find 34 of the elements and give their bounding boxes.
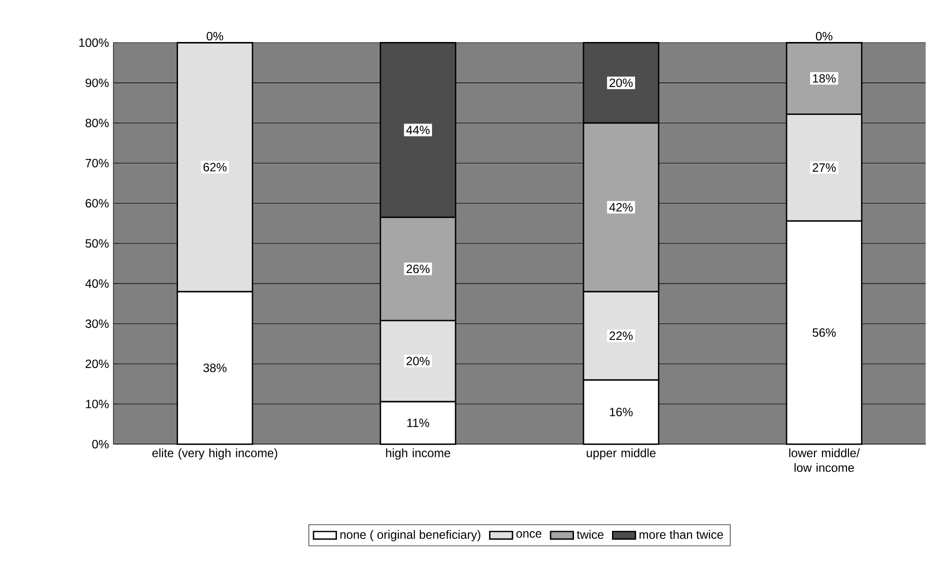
x-tick-label: lower middle/ low income bbox=[789, 448, 860, 472]
data-label: 38% bbox=[203, 364, 226, 372]
data-label: 11% bbox=[407, 418, 430, 428]
x-tick-label: upper middle bbox=[586, 448, 656, 460]
data-label: 27% bbox=[812, 164, 836, 172]
data-label: 26% bbox=[406, 264, 430, 274]
legend-label: more than twice bbox=[640, 530, 723, 540]
y-tick-label: 30% bbox=[86, 320, 109, 328]
y-tick-label: 40% bbox=[85, 280, 109, 288]
data-label: 16% bbox=[610, 408, 633, 417]
y-tick-label: 10% bbox=[86, 400, 109, 408]
x-tick-label: elite (very high income) bbox=[152, 448, 278, 460]
y-tick-label: 80% bbox=[86, 118, 109, 128]
y-tick-label: 50% bbox=[86, 239, 109, 248]
x-tick-label: high income bbox=[386, 448, 450, 460]
data-label: 62% bbox=[204, 163, 226, 172]
legend-label: once bbox=[516, 531, 542, 538]
y-tick-label: 20% bbox=[86, 360, 109, 368]
data-label: 18% bbox=[813, 74, 836, 83]
data-label: 20% bbox=[406, 357, 430, 366]
legend-label: none ( original beneficiary) bbox=[340, 530, 480, 542]
data-label: 0% bbox=[206, 32, 224, 41]
data-label: 20% bbox=[610, 78, 633, 88]
legend-label: twice bbox=[576, 530, 604, 540]
y-tick-label: 100% bbox=[79, 38, 109, 48]
data-label: 22% bbox=[610, 332, 633, 340]
y-tick-label: 0% bbox=[92, 440, 109, 449]
y-tick-label: 60% bbox=[86, 199, 109, 208]
data-label: 42% bbox=[609, 203, 633, 212]
y-tick-label: 90% bbox=[86, 78, 109, 88]
data-label: 56% bbox=[812, 328, 836, 338]
y-tick-label: 70% bbox=[86, 159, 109, 168]
data-label: 44% bbox=[406, 126, 430, 134]
data-label: 0% bbox=[816, 32, 832, 41]
